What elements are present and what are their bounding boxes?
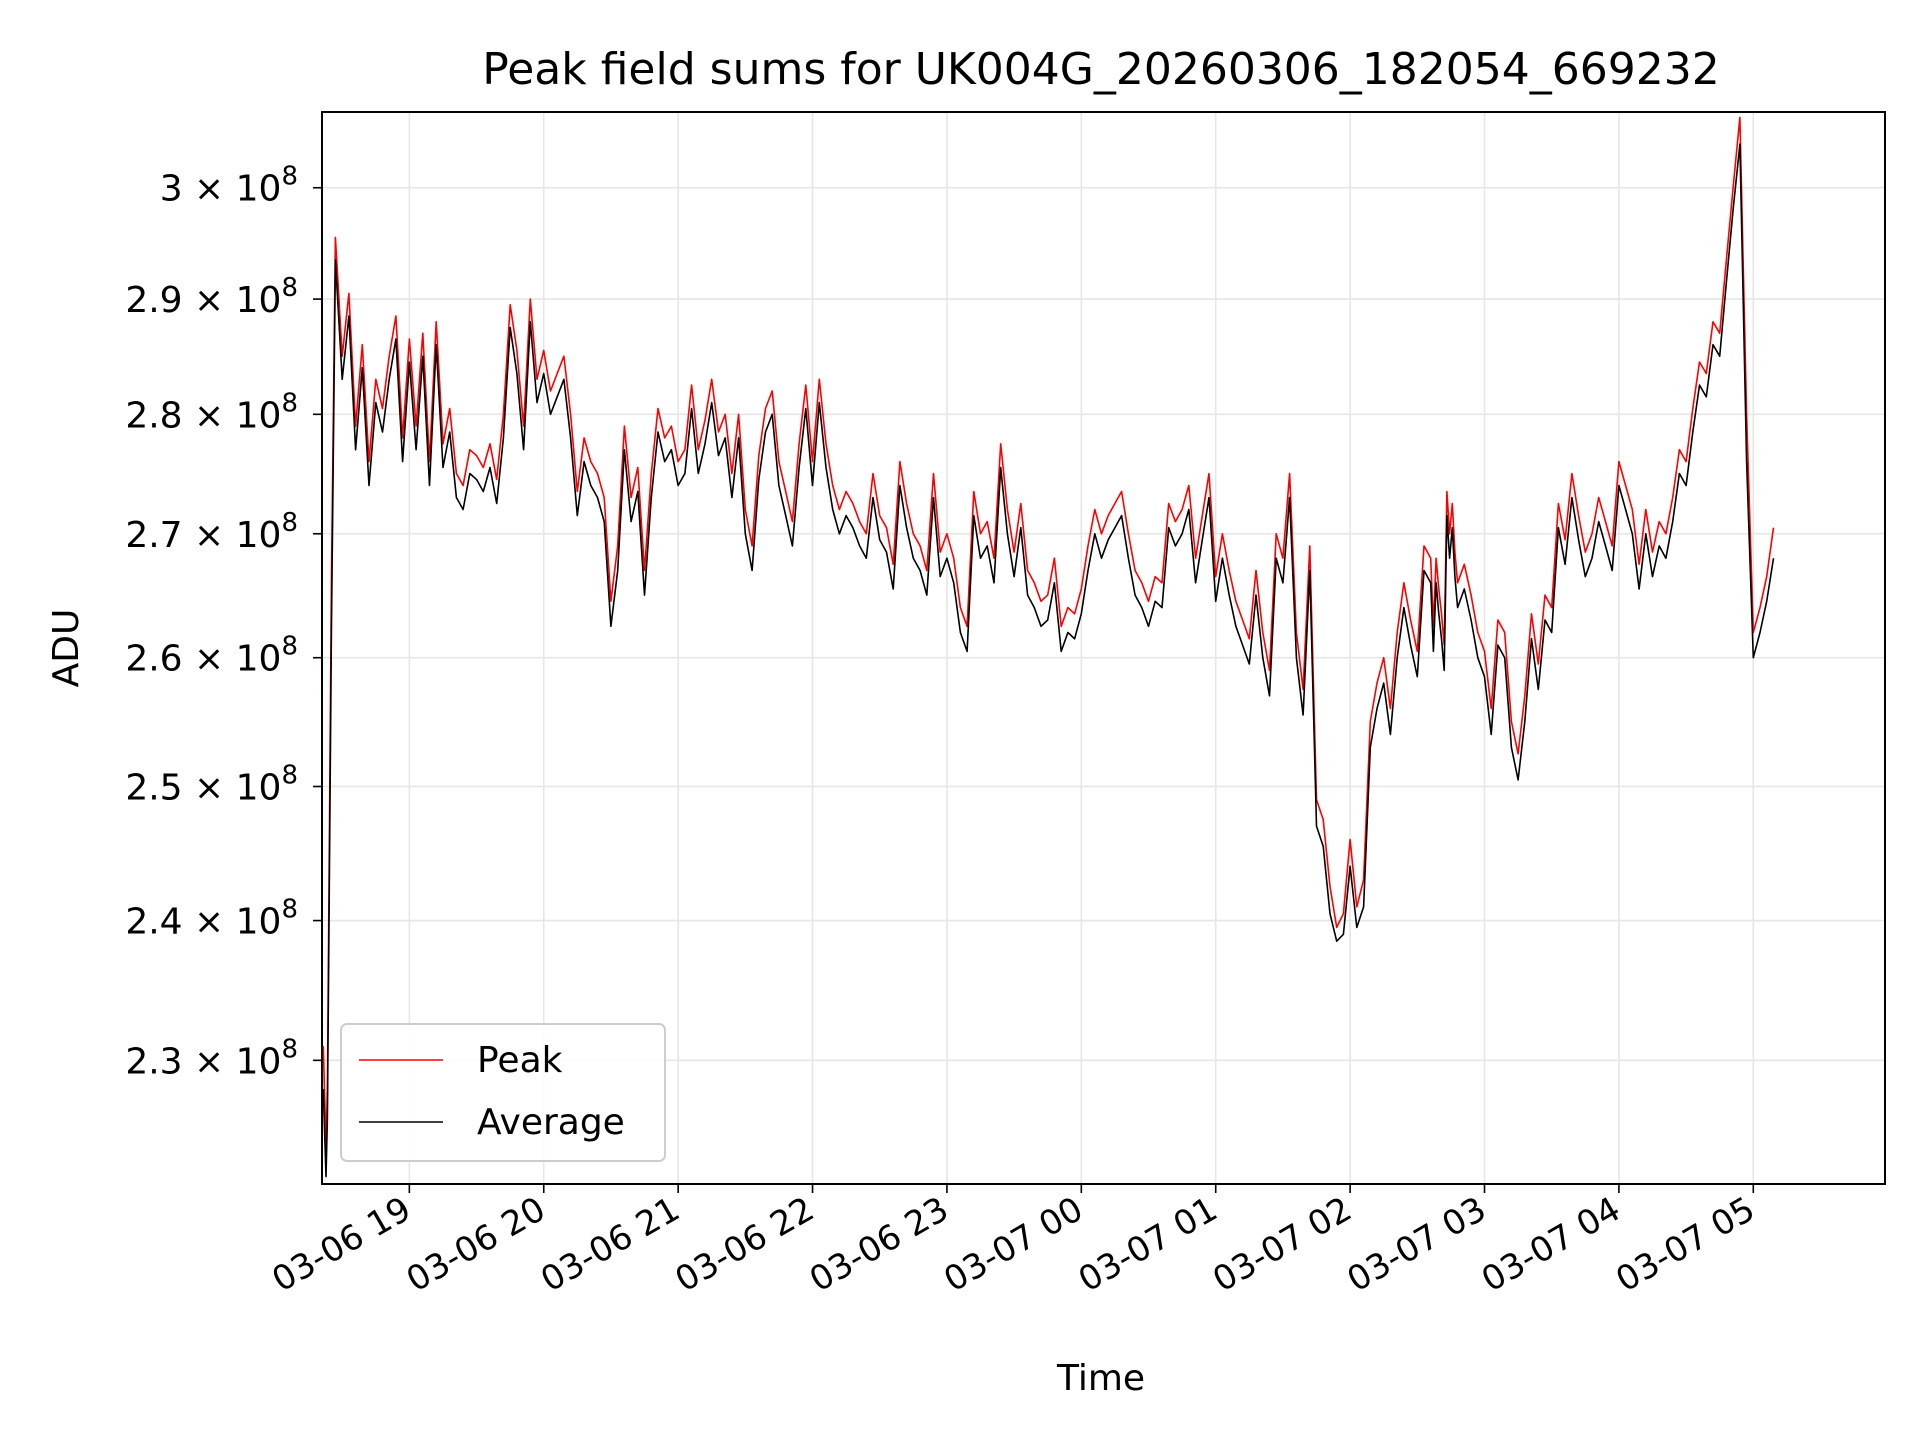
y-tick-label: 3 × 108	[160, 162, 298, 210]
y-tick-label: 2.4 × 108	[125, 895, 298, 943]
y-axis-ticks: 2.3 × 108 2.4 × 108 2.5 × 108 2.6 × 108 2.7 …	[125, 162, 322, 1082]
x-axis-label: Time	[1056, 1358, 1145, 1399]
grid	[322, 112, 1885, 1184]
legend-average-label: Average	[477, 1102, 625, 1143]
plot-frame	[321, 111, 1886, 1185]
series-line-peak	[322, 116, 1775, 1148]
chart-title: Peak field sums for UK004G_20260306_1820…	[482, 44, 1719, 95]
y-tick-label: 2.5 × 108	[125, 761, 298, 809]
y-tick-label: 2.8 × 108	[125, 388, 298, 436]
y-tick-label: 2.6 × 108	[125, 632, 298, 680]
legend-peak-label: Peak	[477, 1040, 563, 1081]
series-line-average	[322, 143, 1775, 1178]
series-layer	[322, 116, 1775, 1178]
legend: Peak Average	[340, 1023, 666, 1162]
legend-box	[340, 1023, 666, 1162]
y-tick-label: 2.7 × 108	[125, 508, 298, 556]
y-tick-label: 2.3 × 108	[125, 1034, 298, 1082]
y-axis-label: ADU	[46, 609, 87, 688]
y-tick-label: 2.9 × 108	[125, 273, 298, 321]
